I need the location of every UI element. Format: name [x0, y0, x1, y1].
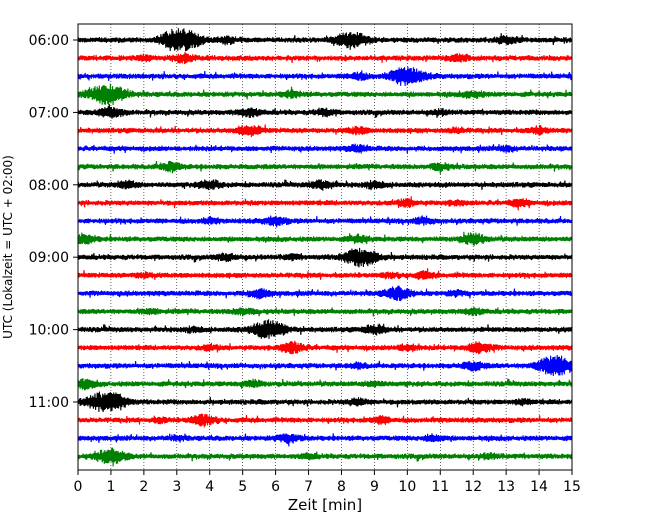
trace-line [77, 340, 573, 355]
trace-line [77, 51, 573, 65]
traces [77, 28, 573, 467]
trace-line [77, 231, 573, 246]
trace-line [77, 66, 573, 87]
x-tick-label: 9 [370, 479, 379, 495]
y-tick-label: 08:00 [29, 178, 69, 194]
trace-line [77, 160, 573, 174]
trace-line [77, 413, 573, 428]
x-tick-label: 11 [431, 479, 449, 495]
y-axis: 06:00 07:00 08:00 09:00 10:00 11:00 [29, 33, 78, 411]
y-axis-label: UTC (Lokalzeit = UTC + 02:00) [1, 155, 15, 339]
x-tick-label: 3 [172, 479, 181, 495]
trace-line [77, 391, 573, 413]
trace-line [77, 83, 573, 106]
trace-line [77, 143, 573, 154]
y-tick-label: 07:00 [29, 105, 69, 121]
trace-line [77, 215, 573, 228]
x-tick-label: 0 [74, 479, 83, 495]
x-tick-label: 10 [398, 479, 416, 495]
x-tick-label: 5 [238, 479, 247, 495]
x-tick-label: 4 [205, 479, 214, 495]
plot-frame [77, 23, 573, 471]
trace-line [77, 447, 573, 467]
trace-line [77, 247, 573, 268]
trace-line [77, 433, 573, 447]
trace-line [77, 268, 573, 281]
y-tick-label: 10:00 [29, 323, 69, 339]
trace-line [77, 354, 573, 377]
x-tick-label: 8 [337, 479, 346, 495]
y-tick-label: 06:00 [29, 33, 69, 49]
grid-lines [110, 24, 540, 470]
trace-line [77, 307, 573, 317]
x-tick-label: 2 [139, 479, 148, 495]
x-tick-label: 12 [464, 479, 482, 495]
x-tick-label: 13 [497, 479, 515, 495]
x-tick-label: 1 [106, 479, 115, 495]
trace-line [77, 285, 573, 302]
trace-line [77, 319, 573, 340]
y-tick-label: 11:00 [29, 395, 69, 411]
x-axis-label: Zeit [min] [288, 496, 362, 514]
y-tick-label: 09:00 [29, 250, 69, 266]
trace-line [77, 378, 573, 391]
x-tick-label: 15 [563, 479, 581, 495]
trace-line [77, 28, 573, 52]
x-tick-label: 14 [530, 479, 548, 495]
trace-line [77, 179, 573, 191]
x-tick-label: 6 [271, 479, 280, 495]
trace-line [77, 104, 573, 119]
x-tick-label: 7 [304, 479, 313, 495]
trace-line [77, 124, 573, 138]
trace-line [77, 196, 573, 211]
x-axis: 0 1 2 3 4 5 6 7 8 9 10 11 12 13 14 15 [74, 470, 581, 495]
